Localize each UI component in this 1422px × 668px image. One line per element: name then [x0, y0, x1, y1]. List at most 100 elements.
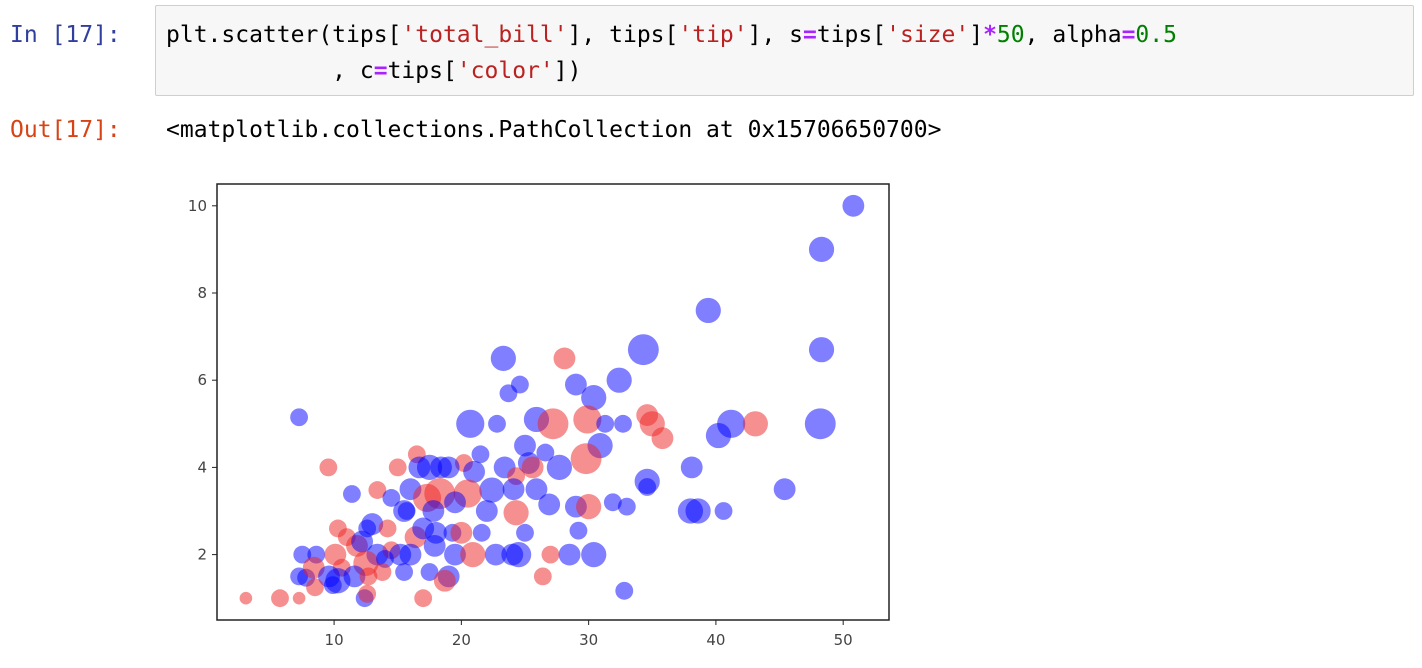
code-input-cell[interactable]: plt.scatter(tips['total_bill'], tips['ti… — [155, 5, 1414, 96]
scatter-point-8 — [564, 373, 587, 396]
scatter-point-19 — [596, 414, 615, 433]
scatter-point-116 — [343, 565, 366, 588]
code-token: 'tip' — [678, 22, 748, 48]
scatter-point-34 — [521, 456, 544, 479]
scatter-point-110 — [460, 542, 486, 568]
scatter-point-35 — [546, 454, 572, 480]
code-token: 'color' — [456, 58, 554, 84]
scatter-point-45 — [463, 460, 486, 483]
scatter-point-98 — [541, 545, 560, 564]
scatter-point-118 — [373, 563, 392, 581]
code-token: = — [803, 22, 817, 48]
y-tick-label: 8 — [197, 284, 207, 302]
scatter-point-85 — [516, 523, 534, 542]
scatter-point-128 — [358, 584, 377, 603]
scatter-point-59 — [525, 478, 548, 501]
code-token: 0.5 — [1135, 22, 1177, 48]
y-tick-label: 4 — [197, 458, 207, 476]
scatter-point-24 — [488, 414, 506, 433]
scatter-point-60 — [444, 491, 466, 514]
plot-frame — [216, 183, 890, 621]
points-layer — [239, 194, 865, 608]
scatter-point-97 — [506, 542, 532, 568]
scatter-point-78 — [378, 519, 397, 538]
x-tick-label: 40 — [706, 631, 725, 649]
scatter-point-49 — [773, 478, 796, 501]
scatter-point-119 — [533, 567, 552, 586]
scatter-point-28 — [514, 434, 536, 457]
scatter-point-53 — [368, 481, 387, 499]
output-prompt: Out[17]: — [10, 117, 121, 143]
scatter-point-29 — [471, 445, 490, 464]
code-token: plt.scatter(tips[ — [166, 22, 402, 48]
scatter-point-108 — [420, 563, 439, 581]
scatter-point-11 — [499, 384, 518, 403]
scatter-point-25 — [651, 427, 674, 450]
scatter-point-117 — [359, 567, 378, 586]
scatter-point-86 — [569, 521, 588, 540]
scatter-point-20 — [614, 414, 632, 433]
code-token: tips[ — [816, 22, 887, 48]
y-tick-label: 6 — [197, 371, 207, 389]
scatter-point-15 — [573, 405, 602, 434]
x-tick-label: 10 — [325, 631, 344, 649]
code-token: ], tips[ — [567, 22, 679, 48]
scatter-point-48 — [638, 478, 657, 496]
scatter-point-23 — [804, 408, 836, 440]
code-token: , alpha — [1024, 22, 1122, 48]
scatter-point-126 — [292, 591, 306, 605]
scatter-point-125 — [271, 589, 289, 608]
code-token: tips[ — [387, 58, 457, 84]
scatter-point-121 — [323, 576, 342, 595]
code-token: ], s — [747, 22, 803, 48]
scatter-point-120 — [306, 578, 324, 597]
scatter-point-61 — [603, 493, 622, 512]
scatter-point-5 — [490, 345, 516, 371]
scatter-point-101 — [293, 545, 312, 564]
scatter-point-62 — [617, 497, 636, 516]
x-tick-label: 20 — [452, 631, 471, 649]
scatter-point-2 — [695, 297, 721, 324]
code-token: 'size' — [886, 22, 970, 48]
scatter-point-94 — [444, 543, 466, 566]
scatter-point-63 — [538, 493, 561, 516]
ticks-layer: 10 20 30 40 50 2 4 6 8 10 — [188, 197, 853, 649]
scatter-point-17 — [537, 408, 569, 440]
scatter-point-75 — [361, 513, 384, 535]
scatter-point-42 — [416, 454, 443, 480]
scatter-point-73 — [503, 500, 529, 526]
scatter-point-70 — [393, 500, 416, 522]
scatter-point-39 — [388, 458, 407, 477]
scatter-point-6 — [553, 347, 576, 370]
scatter-point-83 — [450, 521, 473, 544]
scatter-point-123 — [615, 581, 634, 600]
code-token: 50 — [996, 22, 1025, 48]
scatter-point-71 — [422, 500, 445, 522]
scatter-point-107 — [395, 563, 414, 581]
scatter-point-93 — [423, 534, 446, 557]
code-token: 'total_bill' — [401, 22, 568, 48]
scatter-point-31 — [536, 443, 555, 462]
y-tick-label: 10 — [188, 197, 207, 215]
output-text: <matplotlib.collections.PathCollection a… — [166, 117, 942, 143]
code-token: * — [983, 22, 997, 48]
x-tick-label: 30 — [579, 631, 598, 649]
scatter-point-4 — [627, 334, 659, 366]
scatter-point-0 — [842, 194, 865, 217]
scatter-point-129 — [414, 589, 433, 608]
scatter-point-65 — [576, 494, 602, 520]
scatter-point-99 — [558, 543, 581, 566]
scatter-point-22 — [742, 411, 768, 437]
scatter-point-84 — [472, 523, 491, 542]
y-tick-label: 2 — [197, 546, 207, 564]
input-prompt: In [17]: — [10, 22, 121, 48]
scatter-point-52 — [342, 485, 361, 503]
scatter-point-51 — [479, 477, 505, 503]
scatter-point-100 — [581, 542, 607, 568]
scatter-point-67 — [685, 498, 711, 524]
scatter-point-56 — [382, 489, 401, 507]
scatter-chart: 10 20 30 40 50 2 4 6 8 10 — [188, 183, 890, 649]
code-token: , c — [166, 58, 374, 84]
code-line-1: plt.scatter(tips['total_bill'], tips['ti… — [166, 22, 1177, 48]
code-token: = — [373, 58, 388, 84]
